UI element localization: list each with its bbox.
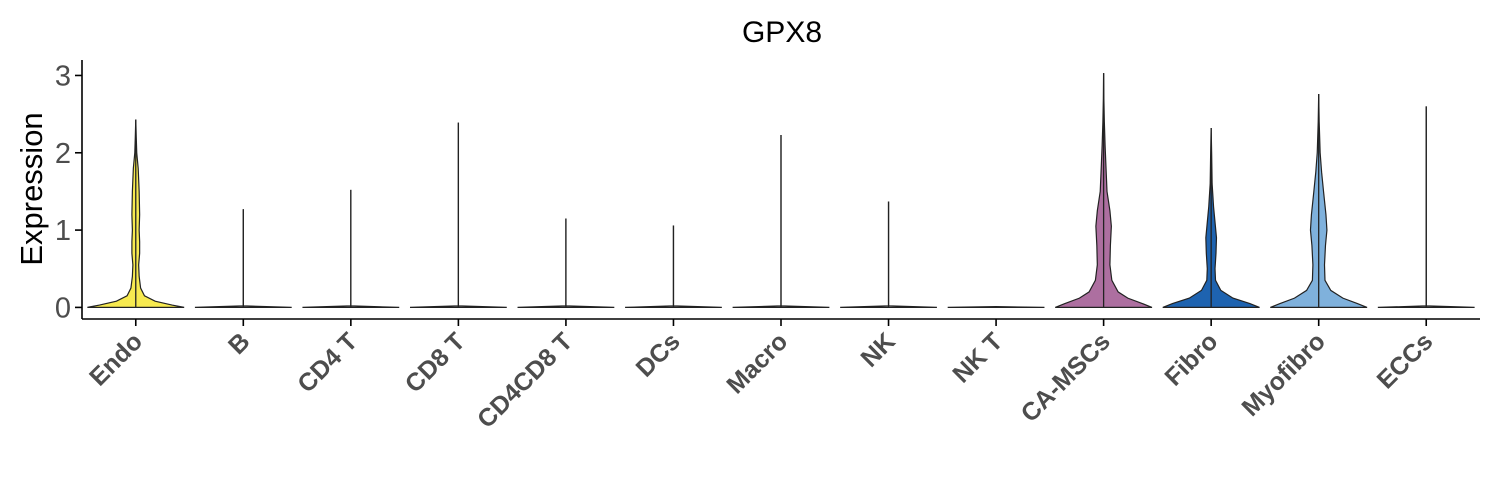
violin-ca-mscs <box>1054 73 1153 308</box>
violin-macro <box>732 134 830 308</box>
x-tick-label-myofibro: Myofibro <box>1237 327 1331 421</box>
x-tick-label-nk: NK <box>855 327 900 372</box>
y-ticks-group: 0 1 2 3 <box>55 60 82 324</box>
violin-dcs <box>625 225 722 308</box>
x-tick-label-endo: Endo <box>84 327 148 391</box>
y-tick-label: 2 <box>55 138 71 170</box>
y-tick-label: 3 <box>55 60 71 92</box>
x-tick-label-fibro: Fibro <box>1159 327 1223 391</box>
violin-eccs <box>1377 106 1475 308</box>
violin-fibro <box>1162 128 1260 308</box>
x-tick-label-cd8-t: CD8 T <box>400 327 471 398</box>
chart-title: GPX8 <box>742 16 822 49</box>
y-axis-label: Expression <box>14 112 49 265</box>
violin-body <box>947 306 1045 308</box>
x-tick-label-eccs: ECCs <box>1372 327 1439 394</box>
x-tick-label-cd4cd8-t: CD4CD8 T <box>472 327 578 433</box>
violin-nk-t <box>947 306 1045 308</box>
violin-endo <box>87 119 185 308</box>
y-tick-label: 1 <box>55 215 71 247</box>
violin-cd4-t <box>302 189 400 308</box>
violin-nk <box>840 201 937 308</box>
y-tick-label: 0 <box>55 292 71 324</box>
violin-myofibro <box>1270 94 1368 308</box>
x-tick-label-ca-mscs: CA-MSCs <box>1016 327 1116 427</box>
x-tick-label-b: B <box>223 327 256 360</box>
x-tick-label-nk-t: NK T <box>947 327 1008 388</box>
x-tick-label-dcs: DCs <box>631 327 686 382</box>
x-tick-label-macro: Macro <box>721 327 793 399</box>
violin-cd4cd8-t <box>517 218 615 308</box>
violin-b <box>194 209 292 308</box>
violins-group <box>87 73 1475 308</box>
x-tick-label-cd4-t: CD4 T <box>292 327 363 398</box>
x-ticks-group: Endo B CD4 T CD8 T CD4CD8 T DCs Macro NK NK T CA-… <box>84 319 1438 434</box>
violin-cd8-t <box>409 122 507 308</box>
